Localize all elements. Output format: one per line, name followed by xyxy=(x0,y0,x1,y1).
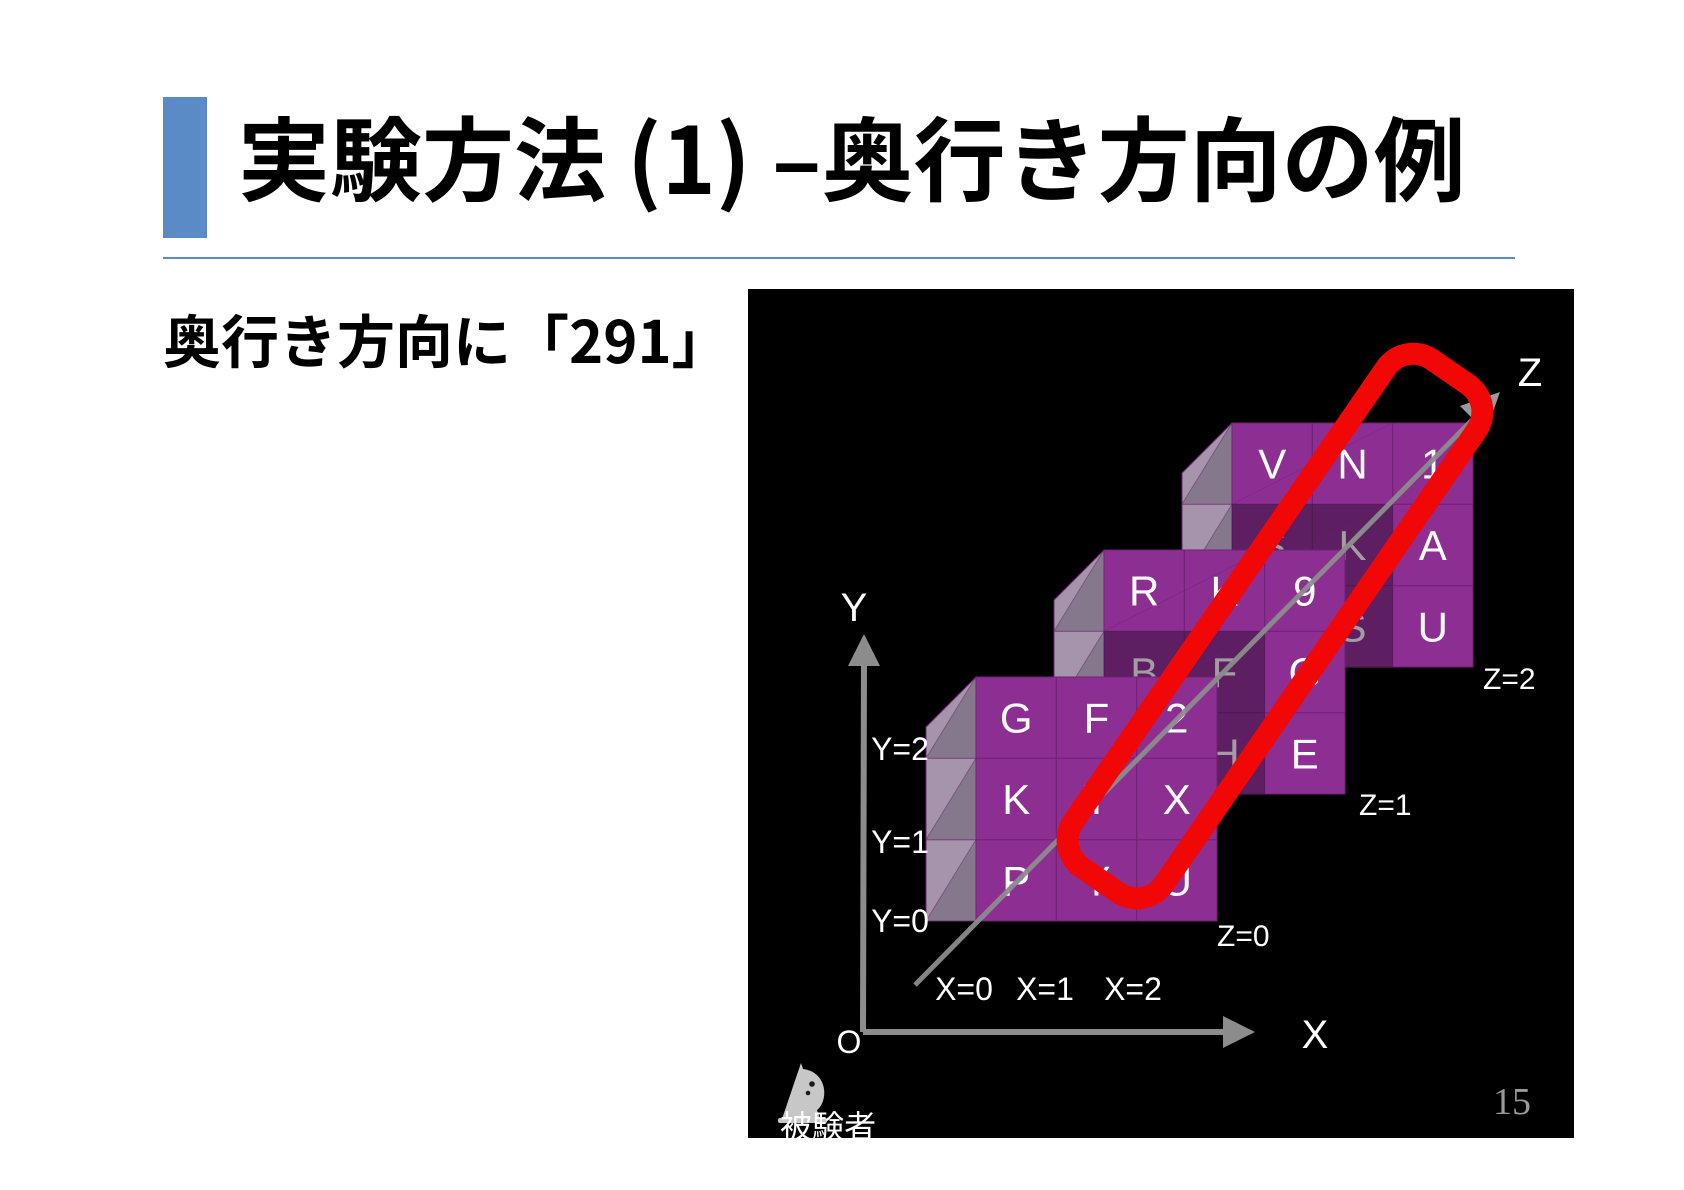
svg-text:Y=2: Y=2 xyxy=(871,731,929,767)
svg-text:X=0: X=0 xyxy=(935,971,993,1007)
svg-text:Z=0: Z=0 xyxy=(1217,920,1270,953)
svg-text:被験者: 被験者 xyxy=(780,1102,876,1138)
svg-text:15: 15 xyxy=(1493,1081,1531,1123)
svg-text:K: K xyxy=(1002,776,1030,823)
svg-text:Y=1: Y=1 xyxy=(871,824,929,860)
svg-text:X: X xyxy=(1302,1013,1329,1057)
svg-text:O: O xyxy=(837,1024,862,1060)
svg-text:Y=0: Y=0 xyxy=(871,903,929,939)
svg-text:X: X xyxy=(1163,776,1191,823)
svg-text:Z=2: Z=2 xyxy=(1483,663,1536,696)
svg-text:Z=1: Z=1 xyxy=(1359,789,1412,822)
svg-text:R: R xyxy=(1129,568,1159,615)
svg-text:F: F xyxy=(1084,695,1110,742)
svg-text:V: V xyxy=(1258,441,1286,488)
svg-text:E: E xyxy=(1291,730,1319,777)
svg-text:Z: Z xyxy=(1518,351,1542,395)
svg-text:Y: Y xyxy=(841,586,868,630)
svg-text:A: A xyxy=(1419,522,1447,569)
svg-text:G: G xyxy=(1000,695,1033,742)
svg-text:X=2: X=2 xyxy=(1104,971,1162,1007)
svg-text:X=1: X=1 xyxy=(1016,971,1074,1007)
svg-text:U: U xyxy=(1418,603,1448,650)
